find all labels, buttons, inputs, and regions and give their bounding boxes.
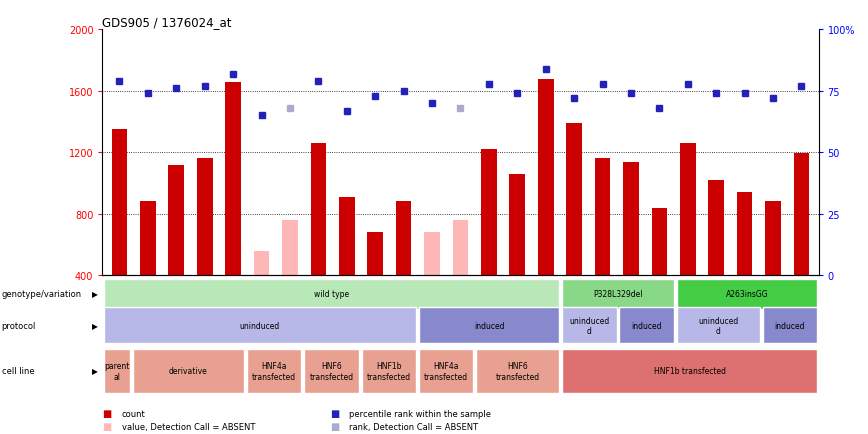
Text: HNF6
transfected: HNF6 transfected [496,362,540,381]
Text: rank, Detection Call = ABSENT: rank, Detection Call = ABSENT [349,422,478,431]
Text: genotype/variation: genotype/variation [2,289,82,299]
Bar [339,197,355,276]
Bar [562,349,817,393]
Text: ▶: ▶ [92,367,98,375]
Text: HNF6
transfected: HNF6 transfected [310,362,353,381]
Bar [566,124,582,276]
Bar [247,349,301,393]
Bar [620,308,674,343]
Bar [708,181,724,276]
Text: induced: induced [774,321,806,330]
Bar [680,144,695,276]
Bar [595,159,610,276]
Bar [481,150,496,276]
Text: ▶: ▶ [92,289,98,299]
Bar [367,233,383,276]
Bar [452,220,469,276]
Bar [226,82,241,276]
Bar [677,279,817,309]
Text: ■: ■ [102,421,112,431]
Bar [168,165,184,276]
Bar [763,308,817,343]
Bar [396,202,411,276]
Bar [510,174,525,276]
Text: ▶: ▶ [92,321,98,330]
Bar [562,279,674,309]
Text: uninduced
d: uninduced d [698,316,739,335]
Bar [112,130,128,276]
Text: P328L329del: P328L329del [593,289,643,299]
Text: GDS905 / 1376024_at: GDS905 / 1376024_at [102,16,232,29]
Bar [282,220,298,276]
Bar [424,233,440,276]
Bar [197,159,213,276]
Bar [793,154,809,276]
Text: cell line: cell line [2,367,35,375]
Text: induced: induced [474,321,504,330]
Text: induced: induced [631,321,662,330]
Text: value, Detection Call = ABSENT: value, Detection Call = ABSENT [122,422,255,431]
Bar [562,308,616,343]
Text: derivative: derivative [169,367,207,375]
Text: parent
al: parent al [104,362,129,381]
Bar [652,208,667,276]
Text: uninduced
d: uninduced d [569,316,609,335]
Bar [133,349,244,393]
Bar [104,308,416,343]
Text: A263insGG: A263insGG [726,289,768,299]
Bar [140,202,155,276]
Bar [104,279,559,309]
Text: protocol: protocol [2,321,36,330]
Text: HNF1b
transfected: HNF1b transfected [367,362,411,381]
Bar [104,349,129,393]
Text: HNF1b transfected: HNF1b transfected [654,367,726,375]
Text: HNF4a
transfected: HNF4a transfected [424,362,468,381]
Text: percentile rank within the sample: percentile rank within the sample [349,409,491,418]
Text: ■: ■ [330,408,339,418]
Bar [419,349,473,393]
Text: HNF4a
transfected: HNF4a transfected [253,362,296,381]
Bar [253,251,269,276]
Bar [737,193,753,276]
Bar [538,79,554,276]
Bar [311,144,326,276]
Text: ■: ■ [330,421,339,431]
Text: uninduced: uninduced [240,321,280,330]
Text: count: count [122,409,145,418]
Text: ■: ■ [102,408,112,418]
Bar [477,349,559,393]
Bar [677,308,760,343]
Bar [623,162,639,276]
Bar [766,202,781,276]
Bar [419,308,559,343]
Bar [305,349,358,393]
Bar [362,349,416,393]
Text: wild type: wild type [314,289,349,299]
